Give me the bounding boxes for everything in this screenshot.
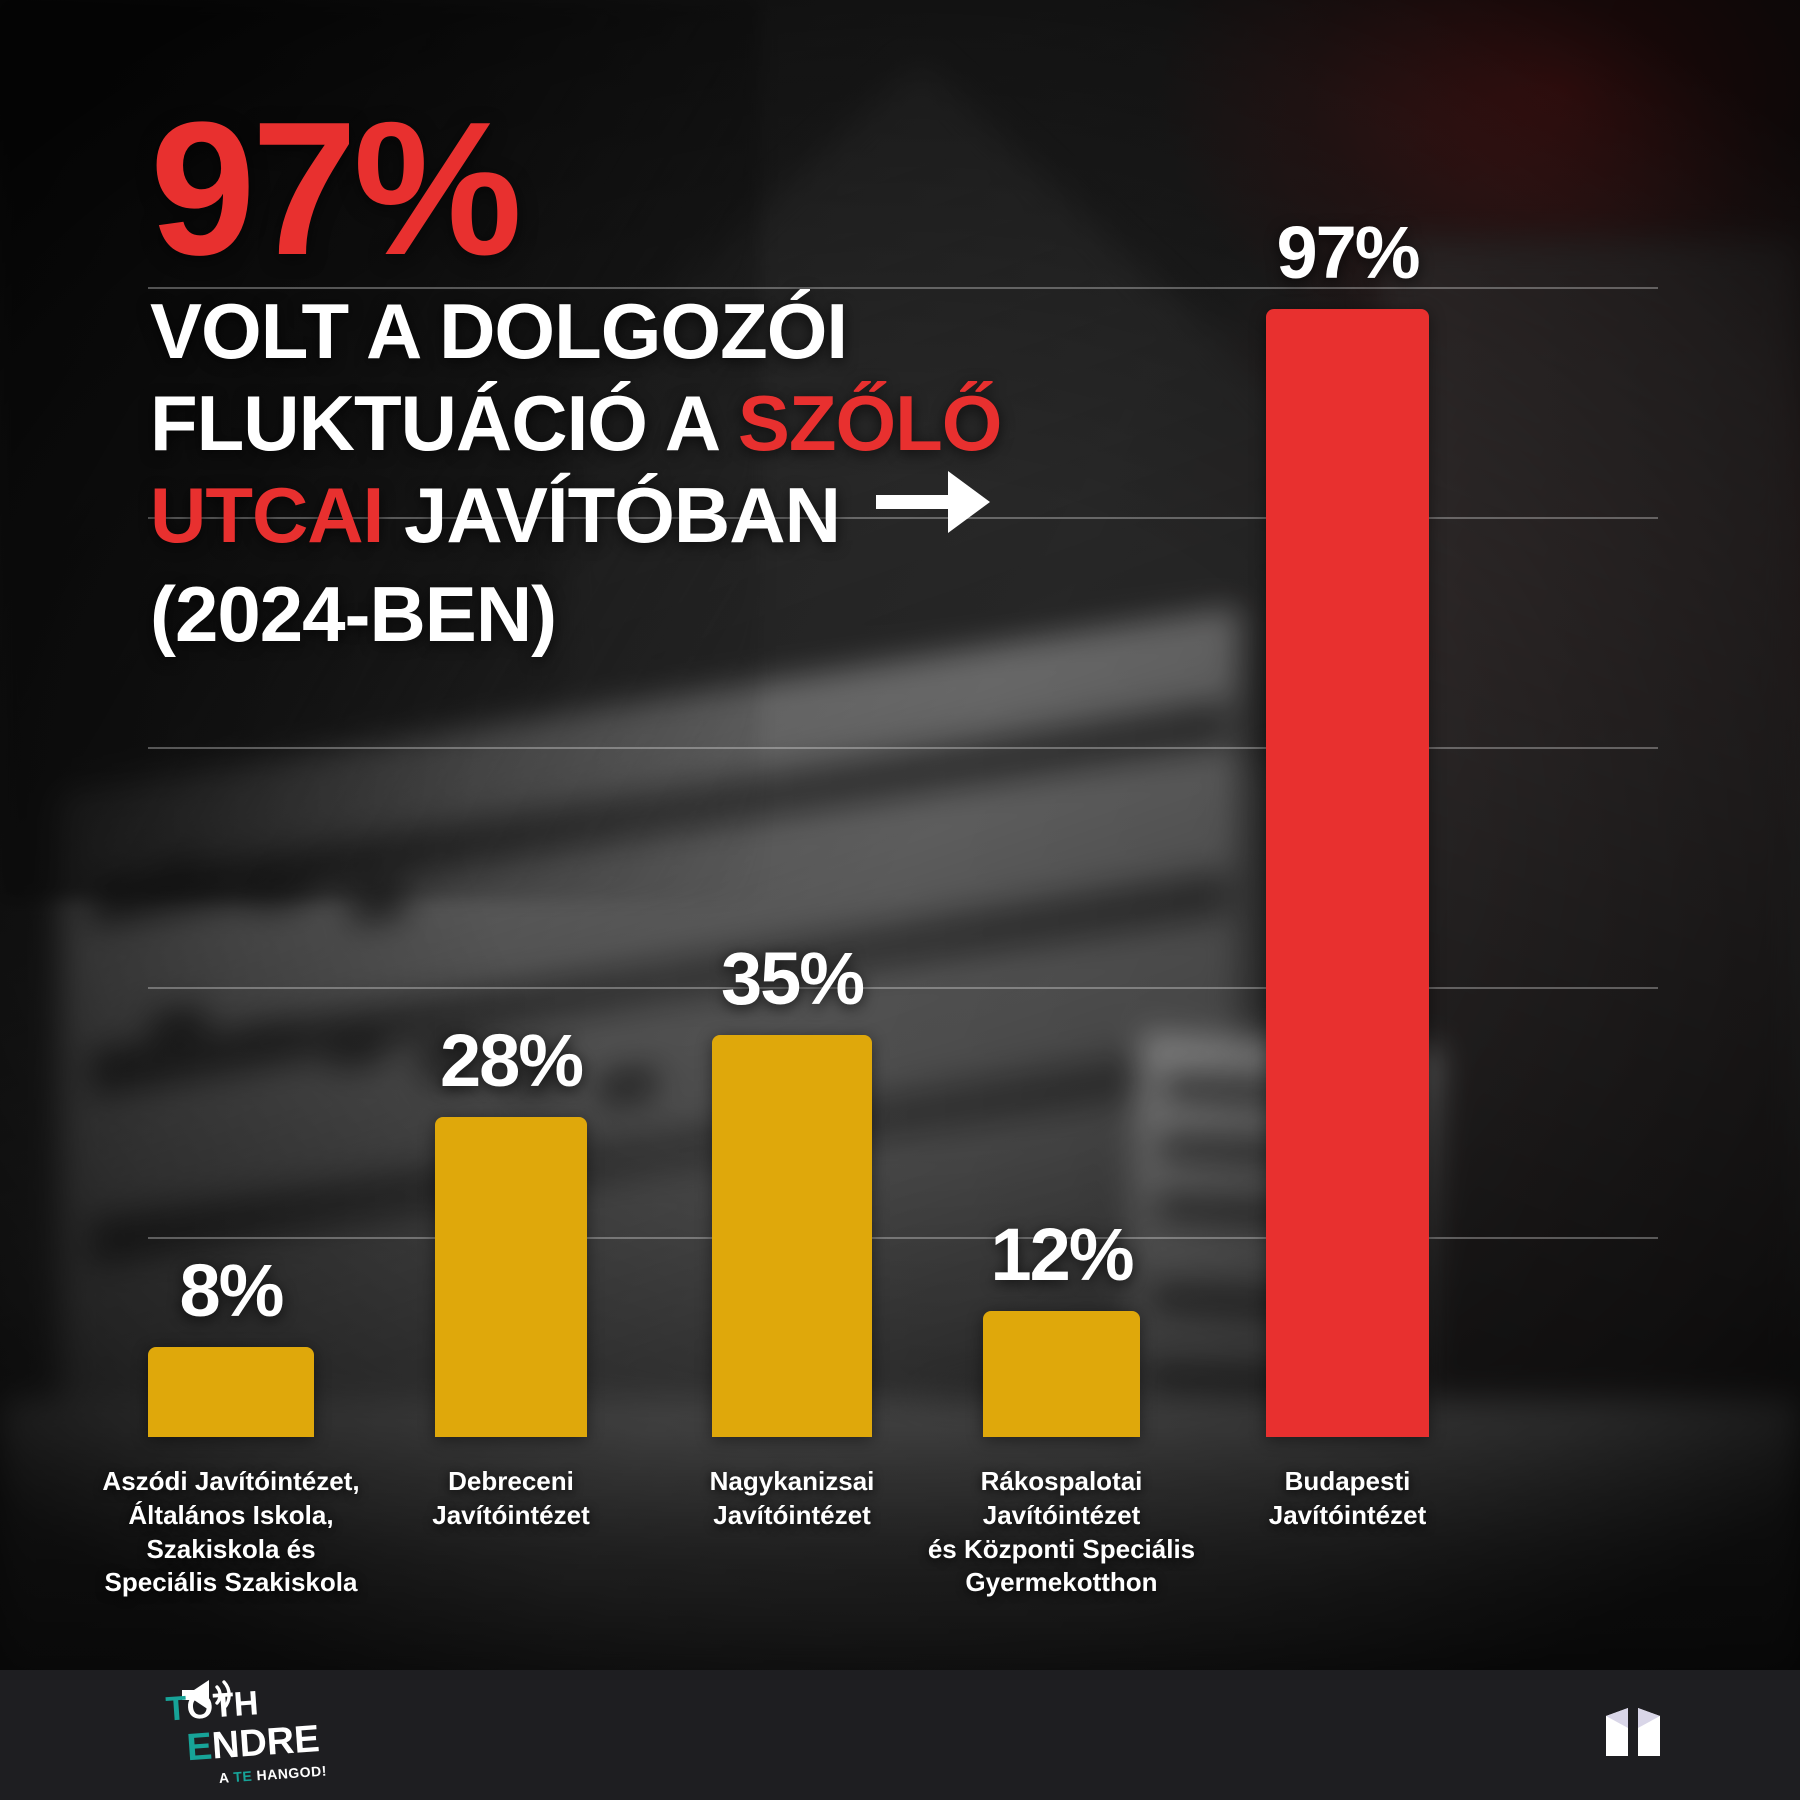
gridline: [148, 747, 1658, 749]
gridline: [148, 287, 1658, 289]
bar-label-3: Rákospalotai Javítóintézet és Központi S…: [927, 1466, 1196, 1598]
headline-big-percent: 97%: [150, 83, 522, 295]
tagline-post: HANGOD!: [251, 1762, 328, 1784]
bar-1: [435, 1117, 587, 1437]
logo-line-2-accent: E: [185, 1725, 214, 1770]
bar-value-4: 97%: [1276, 211, 1420, 294]
bar-group-2: 35% Nagykanizsai Javítóintézet: [710, 937, 875, 1530]
bar-label-1: Debreceni Javítóintézet: [432, 1466, 590, 1530]
bar-value-3: 12%: [990, 1213, 1134, 1296]
headline-line-1: VOLT A DOLGOZÓI: [150, 287, 848, 376]
logo-line-2-rest: NDRE: [210, 1718, 321, 1768]
bar-label-0: Aszódi Javítóintézet, Általános Iskola, …: [102, 1466, 360, 1598]
brandmark-icon: [1604, 1706, 1668, 1764]
headline-line-3-highlight: UTCAI: [150, 471, 384, 560]
bar-value-2: 35%: [720, 937, 865, 1020]
logo-line-1-rest: ÓTH: [185, 1684, 260, 1728]
bar-group-1: 28% Debreceni Javítóintézet: [432, 1019, 590, 1530]
megaphone-icon: [176, 1676, 238, 1721]
brand-logo[interactable]: TÓTH ENDRE A TE HANGOD!: [157, 1675, 423, 1793]
headline-line-2-highlight: SZŐLŐ: [737, 379, 1003, 468]
bar-0: [148, 1347, 314, 1437]
bar-4: [1266, 309, 1429, 1437]
gridline: [148, 987, 1658, 989]
arrow-right-icon: [874, 465, 994, 558]
headline-line-2-pre: FLUKTUÁCIÓ A: [150, 379, 738, 468]
headline-text: VOLT A DOLGOZÓI FLUKTUÁCIÓ A SZŐLŐ UTCAI…: [150, 285, 1280, 660]
tagline-accent: TE: [232, 1767, 253, 1786]
gridline: [148, 1237, 1658, 1239]
bar-3: [983, 1311, 1140, 1437]
bar-group-4: 97% Budapesti Javítóintézet: [1266, 211, 1429, 1530]
headline-line-3-post: JAVÍTÓBAN: [383, 471, 841, 560]
logo-line-1-accent: T: [164, 1689, 189, 1729]
headline-block: 97% VOLT A DOLGOZÓI FLUKTUÁCIÓ A SZŐLŐ U…: [150, 83, 1280, 660]
headline-line-2: FLUKTUÁCIÓ A SZŐLŐ: [150, 377, 1280, 469]
bar-group-3: 12% Rákospalotai Javítóintézet és Közpon…: [928, 1213, 1195, 1597]
footer-bar: TÓTH ENDRE A TE HANGOD!: [0, 1670, 1800, 1800]
bar-group-0: 8% Aszódi Javítóintézet, Általános Iskol…: [102, 1249, 359, 1597]
bar-value-0: 8%: [179, 1249, 285, 1332]
bar-label-2: Nagykanizsai Javítóintézet: [709, 1466, 875, 1530]
headline-line-4: (2024-BEN): [150, 570, 557, 659]
bar-label-4: Budapesti Javítóintézet: [1268, 1466, 1427, 1530]
bar-2: [712, 1035, 872, 1437]
bar-value-1: 28%: [439, 1019, 584, 1102]
gridline: [148, 517, 1658, 519]
headline-line-3: UTCAI JAVÍTÓBAN: [150, 469, 1280, 568]
